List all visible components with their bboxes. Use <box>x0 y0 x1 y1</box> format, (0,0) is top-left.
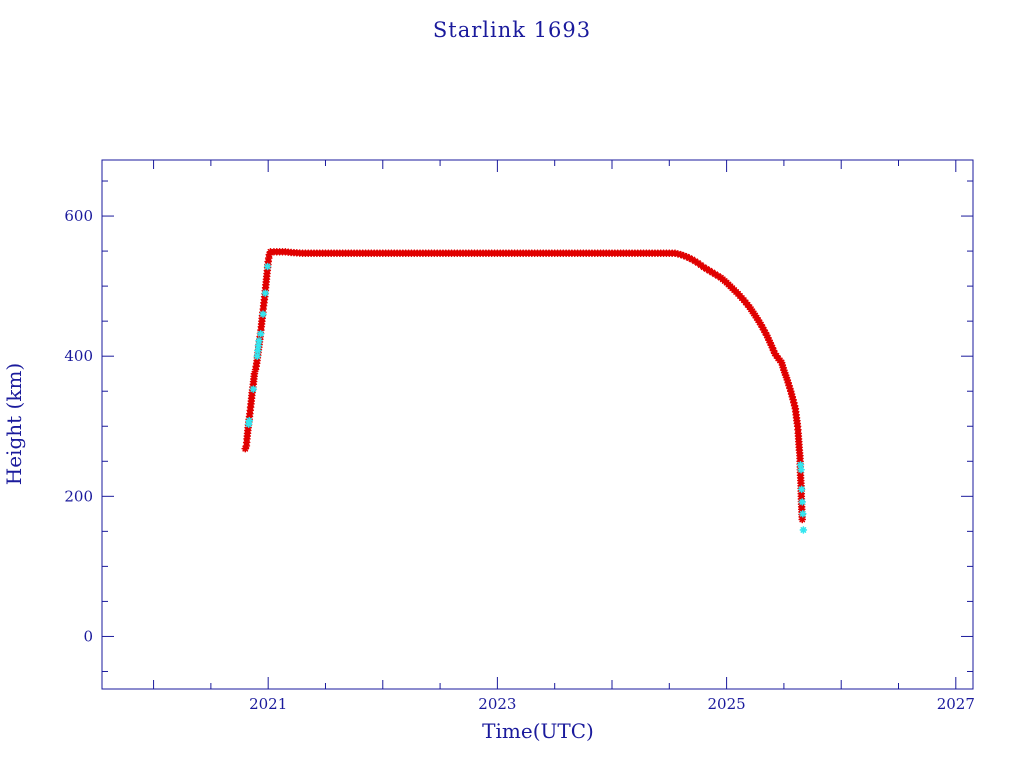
data-point <box>798 498 807 506</box>
data-point <box>255 336 263 345</box>
axis-ticks <box>102 160 973 689</box>
data-point <box>797 485 806 494</box>
data-series <box>244 262 808 534</box>
axis-tick-labels: 2021 2023 2025 2027 0 200 400 600 <box>64 207 975 713</box>
data-point <box>799 526 808 534</box>
x-tick-label: 2023 <box>478 695 516 713</box>
x-tick-label: 2027 <box>937 695 975 713</box>
data-series <box>241 247 807 524</box>
data-point <box>261 289 270 297</box>
data-point <box>797 465 805 474</box>
y-tick-label: 200 <box>64 487 93 505</box>
x-axis-label: Time(UTC) <box>482 719 594 743</box>
x-tick-label: 2025 <box>708 695 746 713</box>
y-axis-label: Height (km) <box>2 363 26 485</box>
data-point <box>245 416 254 425</box>
data-point <box>249 385 258 393</box>
y-tick-label: 400 <box>64 347 93 365</box>
data-point <box>799 510 807 518</box>
data-point <box>253 352 262 360</box>
y-tick-label: 600 <box>64 207 93 225</box>
plot-frame <box>101 159 974 690</box>
data-point <box>254 341 263 350</box>
data-points <box>241 247 808 534</box>
y-tick-label: 0 <box>83 627 93 645</box>
data-point <box>259 310 267 318</box>
chart-title: Starlink 1693 <box>433 18 591 42</box>
data-point <box>798 515 807 524</box>
data-point <box>256 329 265 338</box>
data-point <box>263 262 272 271</box>
x-tick-label: 2021 <box>249 695 287 713</box>
